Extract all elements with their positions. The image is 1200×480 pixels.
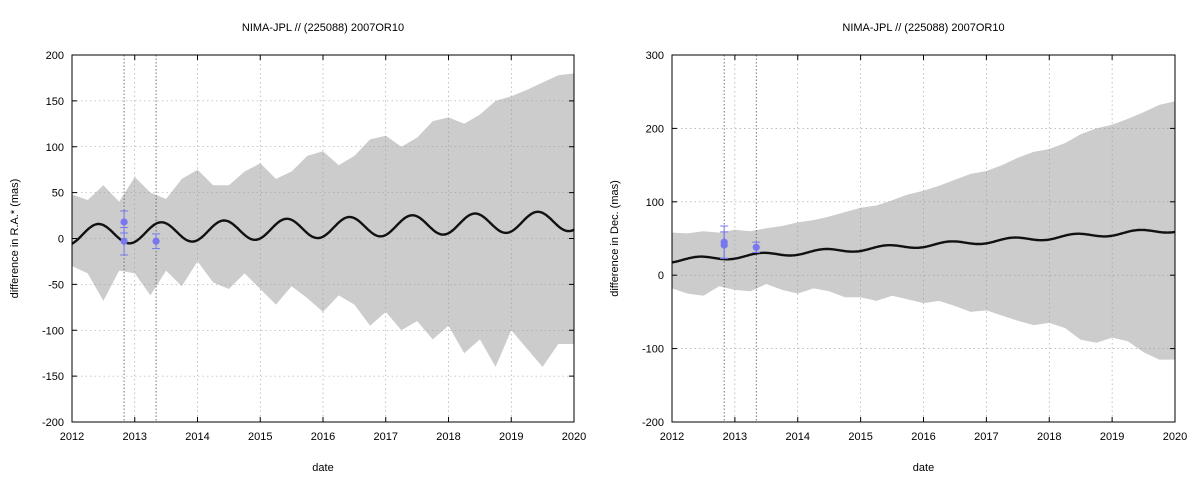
model-curve [671,228,1176,264]
x-tick-label: 2017 [974,431,998,443]
y-tick-label: -100 [42,325,64,337]
x-tick-label: 2020 [1163,431,1187,443]
x-tick-label: 2015 [848,431,872,443]
y-tick-label: 200 [646,123,664,135]
ra-chart: 2012 2013 2014 2015 2016 2017 2018 2019 2020 -200… [9,22,586,474]
y-tick-label: -100 [642,344,664,356]
dec-chart: 2012 2013 2014 2015 2016 2017 2018 2019 2020 -200… [609,22,1187,474]
x-axis-label: date [312,462,333,474]
chart-title: NIMA-JPL // (225088) 2007OR10 [242,22,404,34]
x-tick-label: 2017 [374,431,398,443]
y-tick-label: 200 [46,50,64,62]
y-tick-label: 100 [646,197,664,209]
x-tick-label: 2018 [436,431,460,443]
x-tick-label: 2012 [660,431,684,443]
observation-point [120,218,128,226]
y-tick-label: -150 [42,371,64,383]
observation-point [152,237,160,245]
x-tick-label: 2014 [185,431,209,443]
y-tick-label: -200 [42,417,64,429]
x-tick-label: 2013 [723,431,747,443]
x-tick-label: 2019 [1100,431,1124,443]
x-axis-label: date [913,462,934,474]
y-axis-label: difference in Dec. (mas) [609,180,621,297]
observation-point [752,243,760,251]
x-tick-label: 2012 [60,431,84,443]
y-tick-label: 50 [52,188,64,200]
x-tick-label: 2020 [562,431,586,443]
x-tick-label: 2013 [123,431,147,443]
x-tick-label: 2015 [248,431,272,443]
y-tick-label: -50 [48,279,64,291]
y-tick-label: 0 [658,270,664,282]
x-tick-label: 2014 [786,431,810,443]
x-tick-label: 2018 [1037,431,1061,443]
y-tick-label: 300 [646,50,664,62]
y-tick-label: 100 [46,142,64,154]
x-tick-label: 2016 [911,431,935,443]
x-tick-label: 2016 [311,431,335,443]
y-axis-label: difference in R.A.* (mas) [9,179,21,299]
model-curve [71,210,575,245]
chart-title: NIMA-JPL // (225088) 2007OR10 [842,22,1004,34]
y-tick-label: 150 [46,96,64,108]
observation-point [120,237,128,245]
y-tick-label: -200 [642,417,664,429]
y-tick-label: 0 [58,234,64,246]
x-tick-label: 2019 [499,431,523,443]
observation-point [720,241,728,249]
uncertainty-band [72,73,574,367]
